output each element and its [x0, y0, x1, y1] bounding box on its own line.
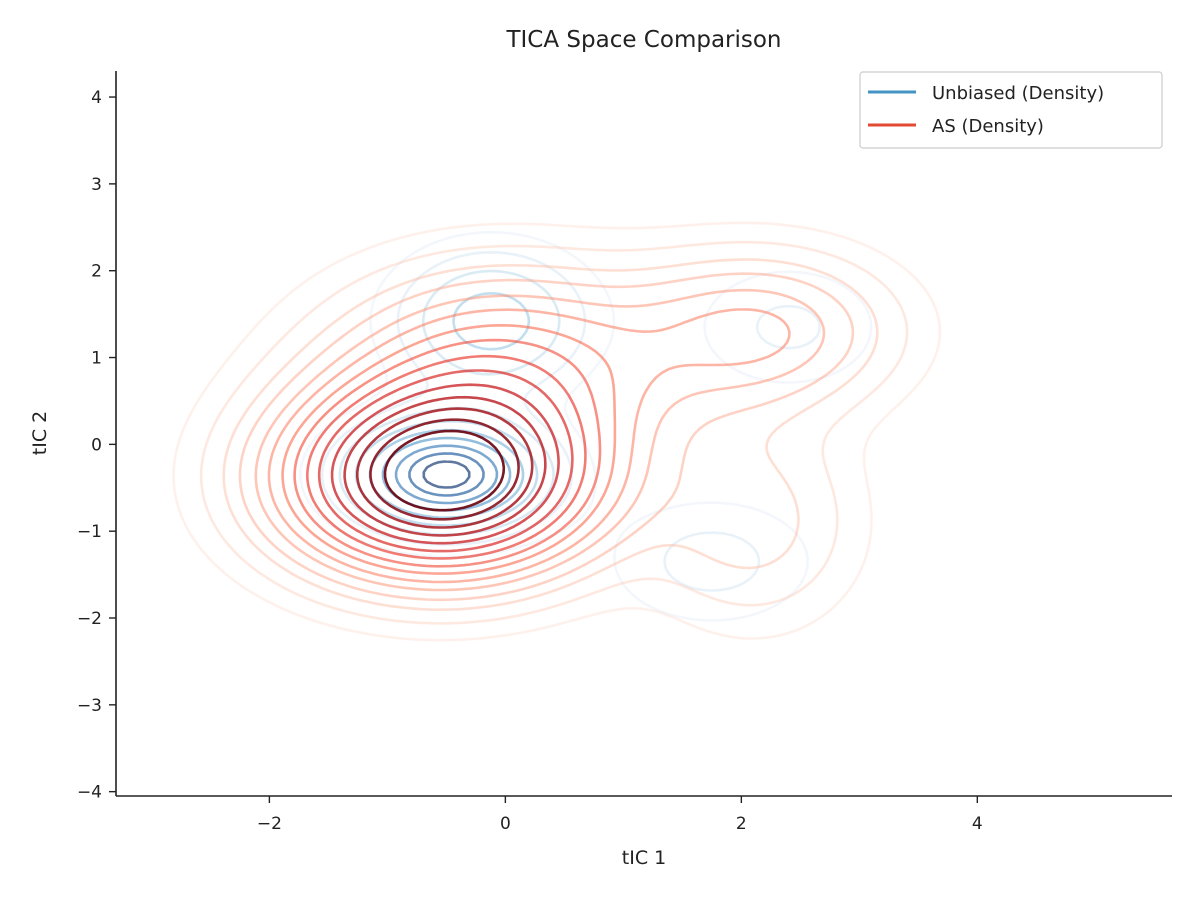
x-axis-ticks: −2 0 2 4 [257, 796, 983, 834]
y-tick-label: 3 [91, 175, 102, 195]
legend-as-label: AS (Density) [932, 116, 1044, 137]
as-density-contours [172, 221, 942, 642]
unbiased-contour-level [394, 444, 499, 505]
as-contour-level [222, 258, 879, 611]
y-tick-label: 1 [91, 349, 102, 369]
as-contour-level [383, 429, 506, 512]
x-tick-label: 4 [972, 814, 983, 834]
x-tick-label: 2 [736, 814, 747, 834]
unbiased-contour-level [368, 428, 525, 519]
y-axis-label: tIC 2 [29, 411, 51, 455]
y-tick-label: −4 [77, 783, 102, 803]
chart-title: TICA Space Comparison [505, 27, 781, 53]
as-contour-level [343, 395, 547, 537]
x-tick-label: 0 [500, 814, 511, 834]
y-tick-label: 4 [91, 88, 102, 108]
as-contour-level [267, 308, 791, 584]
y-tick-label: 2 [91, 262, 102, 282]
as-contour-level [317, 369, 574, 553]
legend-frame [859, 71, 1163, 149]
as-contour-level [281, 324, 617, 575]
y-tick-label: 0 [91, 435, 102, 455]
unbiased-contour-level [408, 452, 485, 497]
x-tick-label: −2 [257, 814, 282, 834]
legend: Unbiased (Density) AS (Density) [859, 71, 1163, 149]
as-contour-level [293, 338, 602, 568]
as-contour-level [306, 354, 587, 560]
as-contour-level [330, 383, 560, 545]
as-contour-level [238, 272, 855, 602]
x-axis-label: tIC 1 [622, 847, 666, 869]
y-axis-ticks: −4 −3 −2 −1 0 1 2 3 4 [77, 88, 116, 803]
as-contour-level [356, 407, 534, 529]
unbiased-contour-level [422, 460, 471, 489]
as-contour-level [369, 418, 520, 521]
legend-unbiased-label: Unbiased (Density) [932, 83, 1104, 104]
as-contour-level [254, 288, 826, 592]
as-contour-level [199, 240, 909, 625]
plot-area [172, 221, 942, 642]
y-tick-label: −3 [77, 696, 102, 716]
as-contour-level [172, 221, 942, 642]
y-tick-label: −1 [77, 522, 102, 542]
y-tick-label: −2 [77, 609, 102, 629]
